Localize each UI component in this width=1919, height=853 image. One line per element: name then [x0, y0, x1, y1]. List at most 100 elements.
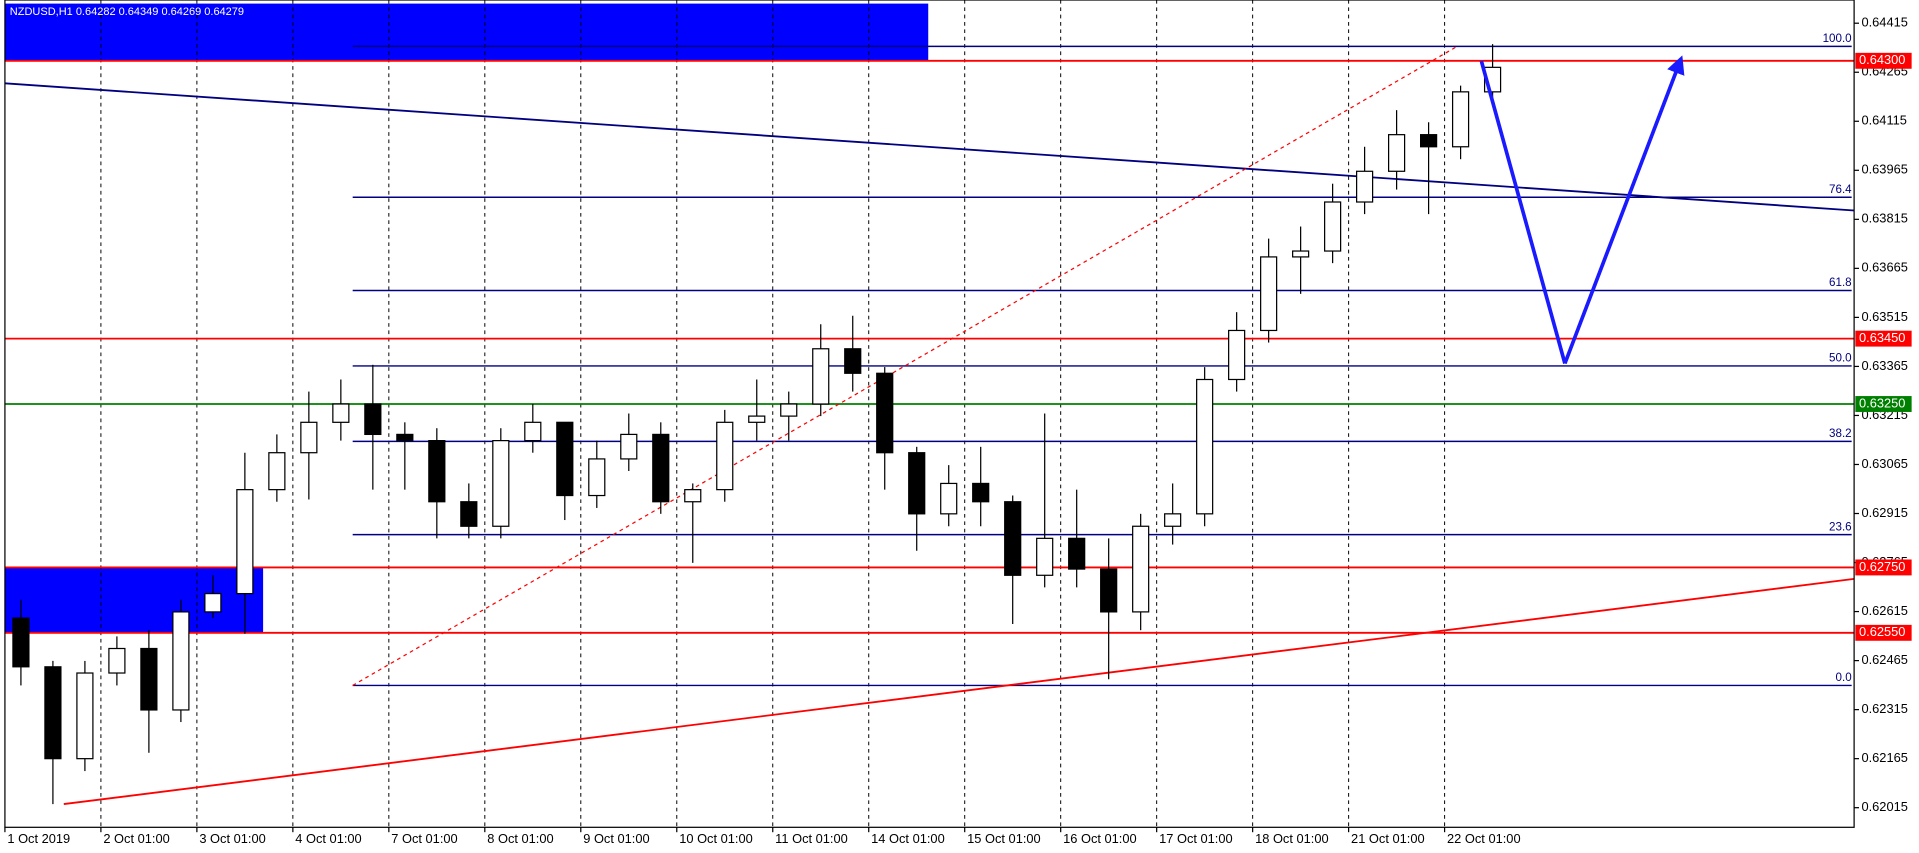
trendline	[4, 82, 1855, 212]
x-tick-label: 3 Oct 01:00	[199, 831, 265, 846]
candle-body	[1451, 91, 1470, 148]
candle-body	[1419, 134, 1438, 148]
x-tick-label: 4 Oct 01:00	[295, 831, 361, 846]
fib-label: 76.4	[1829, 183, 1852, 196]
y-tick-label: 0.63065	[1861, 456, 1907, 471]
y-tick-label: 0.62315	[1861, 701, 1907, 716]
candle-body	[684, 489, 702, 503]
y-tick-label: 0.63665	[1861, 260, 1907, 275]
candle-body	[588, 458, 606, 497]
candle-body	[812, 348, 830, 405]
candle-body	[1356, 170, 1374, 203]
x-tick-label: 15 Oct 01:00	[967, 831, 1041, 846]
candle-body	[844, 348, 862, 374]
x-tick-label: 2 Oct 01:00	[103, 831, 169, 846]
level-label-box	[1855, 330, 1912, 347]
zone	[4, 567, 264, 633]
y-tick-label: 0.62615	[1861, 603, 1907, 618]
plot-layer: 100.0 76.4 61.8 50.0 38.2 23.6 0.0	[4, 0, 1855, 828]
fib-label: 100.0	[1823, 32, 1852, 45]
candle-body	[876, 372, 894, 454]
x-tick-label: 18 Oct 01:00	[1255, 831, 1329, 846]
candle-body	[1196, 378, 1214, 515]
y-tick-label: 0.62915	[1861, 505, 1907, 520]
y-tick-label: 0.62015	[1861, 799, 1907, 814]
x-tick-label: 10 Oct 01:00	[679, 831, 753, 846]
x-tick-label: 21 Oct 01:00	[1351, 831, 1425, 846]
y-tick-label: 0.62465	[1861, 652, 1907, 667]
level-label: 0.62550	[1859, 624, 1905, 639]
candle-body	[1132, 525, 1150, 613]
x-tick-label: 22 Oct 01:00	[1447, 831, 1521, 846]
level-label: 0.62750	[1859, 559, 1905, 574]
chart-title: NZDUSD,H1 0.64282 0.64349 0.64269 0.6427…	[10, 6, 244, 18]
arrow	[1563, 55, 1685, 365]
candle-body	[204, 592, 222, 613]
candle-body	[652, 433, 670, 503]
fib-label: 61.8	[1829, 276, 1852, 289]
level-label-box	[1855, 624, 1912, 641]
candle-body	[428, 440, 446, 503]
candle-body	[364, 403, 382, 436]
fib-label: 0.0	[1836, 671, 1852, 684]
candle-body	[748, 415, 766, 423]
candle-body	[44, 666, 62, 760]
candle-body	[108, 647, 126, 674]
x-tick-label: 9 Oct 01:00	[583, 831, 649, 846]
candle-body	[780, 403, 798, 417]
candle-body	[940, 482, 958, 515]
candle-body	[1036, 537, 1054, 576]
fib-label: 50.0	[1829, 352, 1852, 365]
candle-body	[1004, 501, 1022, 576]
y-tick-label: 0.63515	[1861, 309, 1907, 324]
x-tick-label: 8 Oct 01:00	[487, 831, 553, 846]
candle-body	[12, 617, 30, 668]
candle-body	[716, 421, 734, 491]
x-tick-label: 1 Oct 2019	[7, 831, 70, 846]
x-tick-label: 17 Oct 01:00	[1159, 831, 1233, 846]
y-tick-label: 0.63965	[1861, 162, 1907, 177]
fib-label: 23.6	[1829, 520, 1852, 533]
candle-body	[332, 403, 350, 423]
level-label: 0.64300	[1859, 52, 1905, 67]
fib-label: 38.2	[1829, 427, 1852, 440]
candle-body	[396, 433, 414, 442]
x-tick-label: 14 Oct 01:00	[871, 831, 945, 846]
candle-body	[1068, 537, 1086, 570]
plot-frame	[4, 0, 1855, 828]
candle-body	[76, 672, 94, 760]
candle-body	[524, 421, 542, 442]
candle-body	[1260, 256, 1278, 332]
candle-body	[972, 482, 990, 503]
candle-body	[620, 433, 638, 460]
y-tick-label: 0.63815	[1861, 211, 1907, 226]
zone	[4, 3, 929, 61]
candle-body	[268, 452, 286, 491]
candle-body	[556, 421, 574, 497]
y-tick-label: 0.64415	[1861, 15, 1907, 30]
x-tick-label: 11 Oct 01:00	[775, 831, 848, 846]
candle-body	[1100, 568, 1118, 613]
candle-body	[1324, 201, 1342, 252]
trendline	[63, 577, 1855, 806]
candle-body	[300, 421, 318, 454]
y-tick-label: 0.62165	[1861, 750, 1907, 765]
level-label: 0.63250	[1859, 395, 1905, 410]
level-label-box	[1855, 52, 1912, 69]
y-tick-label: 0.63365	[1861, 358, 1907, 373]
level-label: 0.63450	[1859, 330, 1905, 345]
y-tick-label: 0.64115	[1861, 113, 1906, 128]
candle-body	[1388, 134, 1406, 172]
candle-body	[172, 611, 190, 711]
level-label-box	[1855, 396, 1912, 412]
candle-body	[908, 452, 926, 515]
candle-body	[460, 501, 478, 527]
candle-body	[492, 440, 510, 527]
candle-body	[236, 489, 254, 595]
candle-body	[140, 647, 158, 711]
x-tick-label: 7 Oct 01:00	[391, 831, 457, 846]
level-label-box	[1855, 559, 1912, 576]
candle-body	[1228, 329, 1246, 381]
